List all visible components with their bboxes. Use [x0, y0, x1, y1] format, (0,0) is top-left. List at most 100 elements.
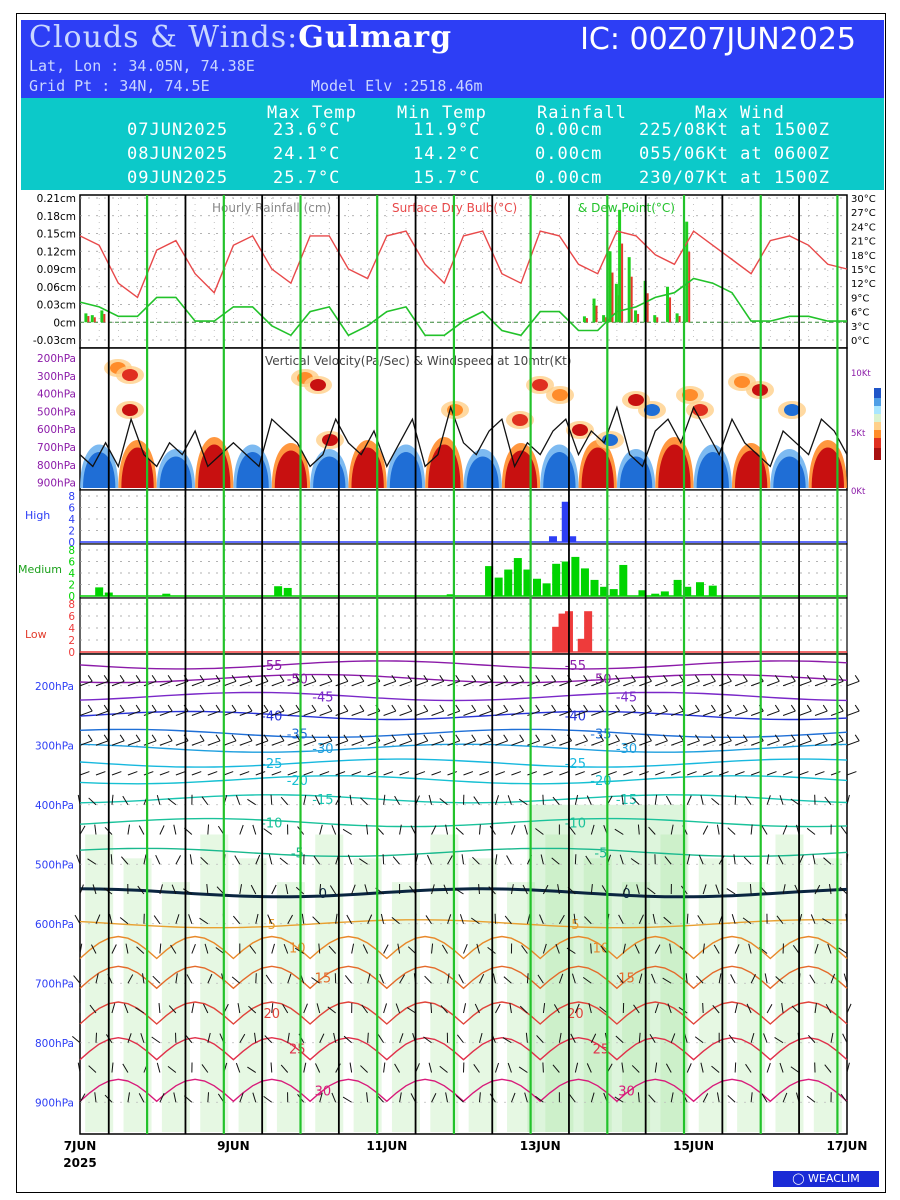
wind-barb [614, 1096, 624, 1103]
wind-barb [431, 740, 444, 746]
wind-barb [151, 704, 157, 712]
wind-barb [303, 1003, 308, 1014]
wind-barb [558, 973, 564, 984]
wind-barb [638, 914, 644, 924]
wind-barb [267, 914, 273, 924]
wind-barb [188, 914, 193, 924]
wind-barb [543, 740, 556, 746]
wind-barb [647, 734, 652, 742]
wind-barb [648, 826, 656, 835]
cloud-tick-label: 2 [68, 526, 75, 538]
isotherm-label: -15 [312, 793, 333, 808]
rain-bar [627, 257, 631, 323]
wind-barb [428, 794, 433, 805]
wind-barb [427, 854, 432, 865]
wind-barb [140, 1033, 145, 1043]
isotherm-label: -55 [565, 659, 586, 674]
wind-barb [536, 1035, 544, 1044]
wind-barb [535, 1095, 544, 1103]
wind-barb [766, 740, 780, 746]
wind-barb [492, 973, 496, 984]
wind-barb [509, 1003, 512, 1014]
wind-barb [223, 710, 237, 716]
wind-barb [111, 680, 125, 687]
wind-barb [316, 1003, 321, 1014]
wind-barb [671, 710, 684, 716]
wind-barb [588, 1003, 592, 1014]
wind-barb [830, 771, 841, 776]
row-date: 09JUN2025 [127, 168, 229, 188]
cloud-bar [580, 568, 589, 596]
wind-barb [716, 1092, 720, 1103]
wind-barb [207, 824, 210, 835]
wind-barb [702, 884, 707, 895]
wind-barb [287, 914, 294, 924]
wind-barb [631, 797, 640, 806]
cloud-bar [683, 586, 692, 596]
wind-barb [518, 1066, 528, 1073]
wind-barb [231, 976, 241, 984]
cloud-bar [504, 569, 513, 596]
wind-barb [806, 675, 812, 682]
wind-barb [781, 1003, 784, 1014]
wind-barb [535, 675, 541, 682]
wind-barb [319, 740, 333, 746]
wind-barb [207, 710, 221, 716]
isotherm-label: -40 [261, 710, 282, 725]
wind-barb [87, 734, 93, 742]
wind-barb [367, 973, 371, 984]
row-wind: 055/06Kt at 0600Z [639, 144, 830, 164]
wind-barb [679, 704, 684, 712]
wind-barb [574, 1062, 579, 1073]
wind-barb [694, 1036, 704, 1044]
isotherm-line [79, 660, 848, 670]
wind-barb [623, 710, 636, 716]
vv-contour [552, 389, 568, 401]
wind-barb [207, 740, 221, 746]
wind-barb [734, 1003, 738, 1014]
wind-barb [574, 854, 577, 865]
wind-barb [510, 824, 516, 835]
pressure-tick-label: 700hPa [35, 978, 74, 990]
wind-barb [710, 704, 716, 712]
panel-cross-section: -55 -55-50 -50-45 -45-40 -40-35 -35-30 -30-25-… [35, 653, 867, 1170]
p2-title: Vertical Velocity(Pa/Sec) & Windspeed at… [265, 354, 571, 368]
wind-barb [474, 1003, 480, 1014]
wind-barb [271, 943, 275, 954]
wind-barb [476, 943, 480, 954]
wind-barb [623, 680, 636, 687]
wind-barb [782, 771, 793, 776]
wind-barb [745, 1063, 752, 1073]
wind-barb [663, 734, 668, 742]
pressure-tick-label: 300hPa [37, 371, 76, 383]
isotherm-label: 10 [593, 942, 610, 957]
wind-barb [327, 1006, 336, 1014]
wind-barb [191, 943, 196, 954]
wind-barb [313, 855, 321, 865]
wind-barb [670, 1092, 674, 1103]
wind-barb [807, 1034, 816, 1044]
pressure-tick-label: 200hPa [35, 681, 74, 693]
wind-barb [727, 827, 736, 835]
wind-barb [319, 883, 322, 895]
wind-barb [590, 824, 595, 835]
wind-barb [409, 885, 416, 895]
wind-barb [463, 1003, 467, 1014]
wind-barb [319, 1033, 325, 1043]
wind-barb [586, 795, 592, 805]
wind-barb [335, 913, 338, 924]
vv-contour [628, 394, 644, 406]
cloud-bar [552, 563, 561, 596]
wind-barb [463, 680, 476, 687]
wind-barb [647, 675, 652, 682]
cloud-bar [552, 626, 561, 652]
wind-barb [111, 1003, 116, 1014]
temp-tick-label: 9°C [851, 293, 869, 304]
rain-bar [685, 221, 689, 323]
rain-bar [621, 243, 624, 323]
wind-barb [311, 977, 320, 984]
wind-barb [127, 771, 138, 776]
wind-barb [119, 917, 129, 925]
wind-barb [686, 913, 689, 924]
wind-barb [92, 884, 97, 895]
